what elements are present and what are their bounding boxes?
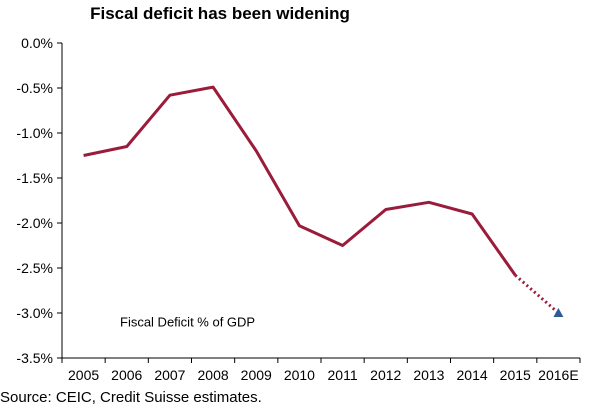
- y-axis-ticks: 0.0% -0.5% -1.0% -1.5% -2.0% -2.5% -3.0% -3.5%: [16, 35, 62, 366]
- projection-marker: [553, 308, 564, 317]
- series-line: [83, 85, 517, 277]
- y-tick-label: 0.0%: [21, 35, 53, 51]
- x-tick-label: 2016E: [538, 367, 578, 383]
- y-tick-label: -2.0%: [16, 215, 53, 231]
- source-note: Source: CEIC, Credit Suisse estimates.: [0, 389, 262, 406]
- x-tick-label: 2013: [413, 367, 444, 383]
- chart-annotation: Fiscal Deficit % of GDP: [120, 315, 255, 330]
- y-tick-label: -2.5%: [16, 260, 53, 276]
- x-tick-label: 2005: [68, 367, 99, 383]
- y-tick-label: -1.5%: [16, 170, 53, 186]
- y-tick-label: -3.0%: [16, 305, 53, 321]
- x-tick-label: 2009: [241, 367, 272, 383]
- x-tick-label: 2008: [198, 367, 229, 383]
- x-axis-ticks: 2005 2006 2007 2008 2009 2010 2011 2012 2013 2014…: [61, 358, 581, 383]
- y-tick-label: -3.5%: [16, 350, 53, 366]
- x-tick-label: 2015: [500, 367, 531, 383]
- chart-title: Fiscal deficit has been widening: [90, 4, 350, 23]
- projection-line: [514, 274, 560, 315]
- x-tick-label: 2012: [370, 367, 401, 383]
- y-tick-label: -0.5%: [16, 80, 53, 96]
- x-tick-label: 2014: [457, 367, 488, 383]
- plot-area: [83, 85, 564, 317]
- chart-axes: [61, 43, 580, 359]
- x-tick-label: 2011: [328, 367, 358, 383]
- x-tick-label: 2010: [284, 367, 315, 383]
- x-tick-label: 2007: [154, 367, 185, 383]
- y-tick-label: -1.0%: [16, 125, 53, 141]
- x-tick-label: 2006: [111, 367, 142, 383]
